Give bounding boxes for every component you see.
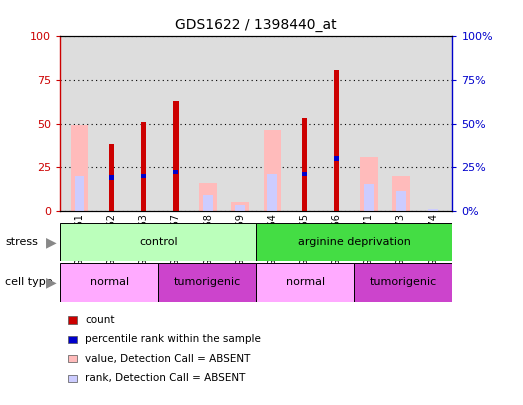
Text: percentile rank within the sample: percentile rank within the sample — [85, 335, 261, 344]
Bar — [75, 176, 84, 211]
Text: control: control — [139, 237, 177, 247]
Text: value, Detection Call = ABSENT: value, Detection Call = ABSENT — [85, 354, 251, 364]
Bar — [235, 205, 245, 211]
Text: ▶: ▶ — [46, 275, 56, 290]
Bar — [109, 175, 114, 180]
Bar — [256, 263, 355, 302]
Bar — [141, 122, 146, 211]
Bar — [302, 118, 307, 211]
Bar — [267, 174, 277, 211]
Bar — [231, 202, 249, 211]
Bar — [355, 263, 452, 302]
Text: cell type: cell type — [5, 277, 53, 288]
Bar — [158, 263, 256, 302]
Bar — [334, 70, 339, 211]
Text: rank, Detection Call = ABSENT: rank, Detection Call = ABSENT — [85, 373, 246, 383]
Bar — [392, 176, 410, 211]
Bar — [141, 174, 146, 178]
Text: tumorigenic: tumorigenic — [174, 277, 241, 288]
Text: normal: normal — [286, 277, 325, 288]
Bar — [360, 157, 378, 211]
Text: tumorigenic: tumorigenic — [370, 277, 437, 288]
Text: GDS1622 / 1398440_at: GDS1622 / 1398440_at — [175, 18, 337, 32]
Bar — [428, 209, 438, 211]
Text: count: count — [85, 315, 115, 325]
Text: stress: stress — [5, 237, 38, 247]
Bar — [173, 101, 178, 211]
Bar — [256, 223, 452, 261]
Bar — [199, 183, 217, 211]
Bar — [203, 195, 213, 211]
Bar — [364, 185, 373, 211]
Bar — [60, 263, 158, 302]
Bar — [174, 170, 178, 175]
Bar — [71, 125, 88, 211]
Bar — [302, 172, 307, 176]
Text: ▶: ▶ — [46, 235, 56, 249]
Bar — [60, 223, 256, 261]
Bar — [396, 192, 406, 211]
Text: normal: normal — [89, 277, 129, 288]
Bar — [264, 130, 281, 211]
Text: arginine deprivation: arginine deprivation — [298, 237, 411, 247]
Bar — [109, 145, 114, 211]
Bar — [334, 156, 339, 160]
